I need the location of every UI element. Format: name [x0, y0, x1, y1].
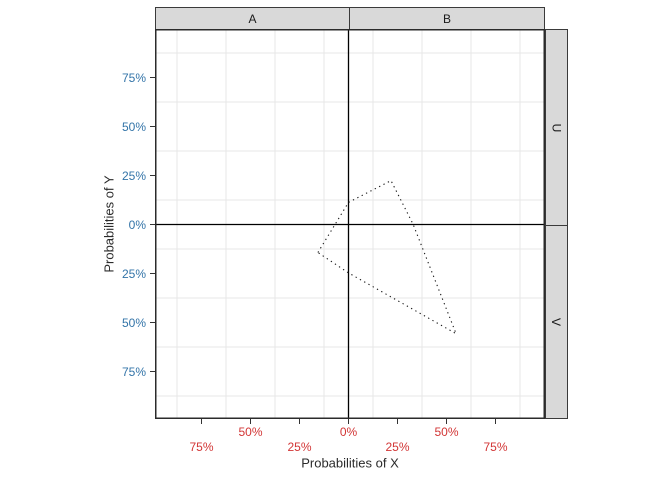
x-tick-mark	[348, 419, 349, 424]
panel-border	[155, 29, 545, 419]
x-tick-label: 25%	[287, 440, 312, 454]
facet-label-a: A	[248, 11, 257, 26]
x-tick-mark	[201, 419, 202, 424]
plot-panel	[155, 29, 545, 419]
y-tick-label: 75%	[121, 70, 146, 85]
facet-strip-a: A	[155, 7, 350, 30]
y-tick-label: 50%	[121, 315, 146, 330]
x-tick-mark	[446, 419, 447, 424]
y-tick-mark	[150, 175, 155, 176]
y-tick-mark	[150, 371, 155, 372]
y-axis-title: Probabilities of Y	[101, 175, 117, 273]
facet-strip-v: V	[545, 225, 568, 419]
y-tick-label: 50%	[121, 119, 146, 134]
x-tick-mark	[397, 419, 398, 424]
facet-label-b: B	[442, 11, 451, 26]
y-tick-label: 75%	[121, 364, 146, 379]
y-tick-mark	[150, 77, 155, 78]
x-tick-label: 0%	[339, 425, 358, 439]
y-tick-mark	[150, 322, 155, 323]
x-tick-label: 75%	[189, 440, 214, 454]
probability-region-polygon	[317, 179, 458, 335]
y-tick-mark	[150, 273, 155, 274]
y-tick-label: 25%	[121, 266, 146, 281]
y-tick-label: 25%	[121, 168, 146, 183]
y-tick-mark	[150, 126, 155, 127]
x-tick-mark	[299, 419, 300, 424]
y-tick-label: 0%	[128, 217, 146, 232]
x-tick-label: 50%	[434, 425, 459, 439]
y-tick-mark	[150, 224, 155, 225]
facet-label-u: U	[549, 123, 564, 132]
x-tick-label: 50%	[238, 425, 263, 439]
facet-strip-b: B	[349, 7, 545, 30]
x-tick-mark	[250, 419, 251, 424]
x-tick-mark	[495, 419, 496, 424]
facet-strip-u: U	[545, 29, 568, 226]
x-tick-label: 25%	[385, 440, 410, 454]
facet-label-v: V	[549, 317, 564, 327]
x-axis-title: Probabilities of X	[301, 455, 399, 471]
x-tick-label: 75%	[483, 440, 508, 454]
